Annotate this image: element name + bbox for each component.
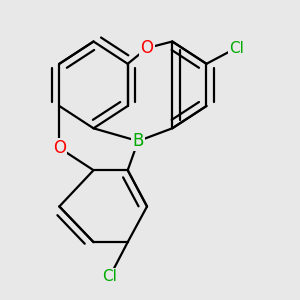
Text: Cl: Cl bbox=[102, 269, 117, 284]
Text: B: B bbox=[132, 132, 144, 150]
Text: O: O bbox=[53, 139, 66, 157]
Text: Cl: Cl bbox=[229, 40, 244, 56]
Text: O: O bbox=[140, 39, 154, 57]
